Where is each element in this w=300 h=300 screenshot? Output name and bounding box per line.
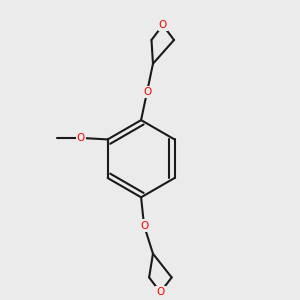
Text: O: O — [140, 220, 148, 230]
Text: O: O — [159, 20, 167, 30]
Text: O: O — [143, 87, 151, 97]
Text: O: O — [77, 133, 85, 143]
Text: O: O — [156, 287, 164, 297]
